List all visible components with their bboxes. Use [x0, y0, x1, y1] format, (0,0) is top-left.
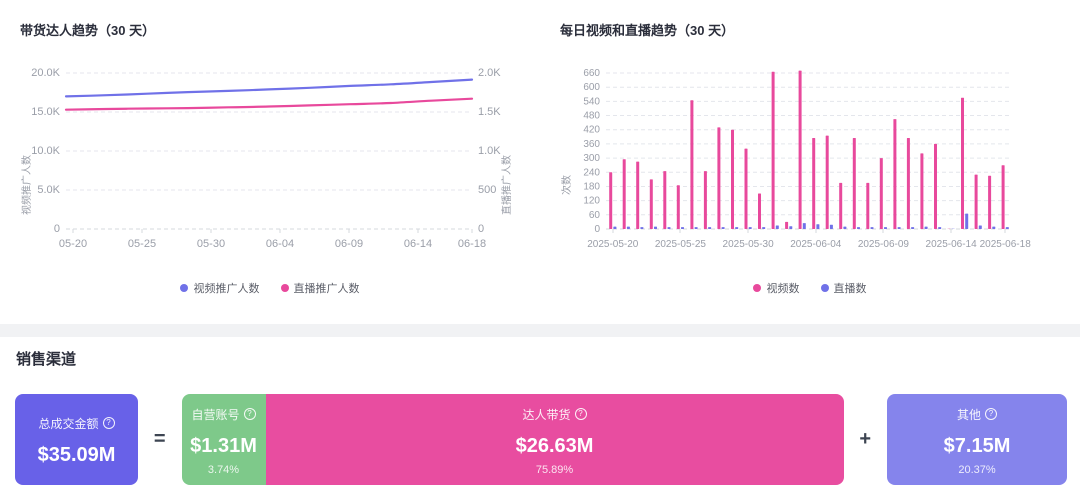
- svg-text:2025-05-20: 2025-05-20: [587, 239, 639, 250]
- svg-text:540: 540: [583, 96, 600, 107]
- svg-text:视频推广人数: 视频推广人数: [20, 155, 33, 215]
- svg-text:2025-06-04: 2025-06-04: [790, 239, 842, 250]
- svg-text:240: 240: [583, 167, 600, 178]
- svg-text:480: 480: [583, 110, 600, 121]
- svg-text:600: 600: [583, 82, 600, 93]
- svg-text:0: 0: [478, 223, 484, 235]
- svg-text:06-18: 06-18: [458, 238, 486, 250]
- svg-text:180: 180: [583, 181, 600, 192]
- svg-text:05-30: 05-30: [197, 238, 225, 250]
- svg-text:1.0K: 1.0K: [478, 145, 501, 157]
- svg-text:660: 660: [583, 68, 600, 79]
- svg-text:20.0K: 20.0K: [31, 67, 60, 79]
- svg-text:2.0K: 2.0K: [478, 67, 501, 79]
- svg-text:1.5K: 1.5K: [478, 106, 501, 118]
- svg-text:60: 60: [589, 209, 601, 220]
- svg-text:360: 360: [583, 138, 600, 149]
- svg-text:06-14: 06-14: [404, 238, 432, 250]
- svg-text:500: 500: [478, 184, 496, 196]
- svg-text:10.0K: 10.0K: [31, 145, 60, 157]
- svg-text:2025-05-30: 2025-05-30: [723, 239, 775, 250]
- svg-text:420: 420: [583, 124, 600, 135]
- svg-text:0: 0: [54, 223, 60, 235]
- svg-text:2025-05-25: 2025-05-25: [655, 239, 707, 250]
- svg-text:05-20: 05-20: [59, 238, 87, 250]
- svg-text:2025-06-18: 2025-06-18: [980, 239, 1032, 250]
- svg-text:5.0K: 5.0K: [37, 184, 60, 196]
- svg-text:06-09: 06-09: [335, 238, 363, 250]
- svg-text:15.0K: 15.0K: [31, 106, 60, 118]
- svg-text:05-25: 05-25: [128, 238, 156, 250]
- svg-text:06-04: 06-04: [266, 238, 294, 250]
- svg-text:2025-06-09: 2025-06-09: [858, 239, 910, 250]
- svg-text:次数: 次数: [560, 175, 573, 195]
- svg-text:2025-06-14: 2025-06-14: [926, 239, 978, 250]
- svg-text:直播推广人数: 直播推广人数: [500, 155, 513, 215]
- svg-text:0: 0: [594, 224, 600, 235]
- svg-text:300: 300: [583, 153, 600, 164]
- svg-text:120: 120: [583, 195, 600, 206]
